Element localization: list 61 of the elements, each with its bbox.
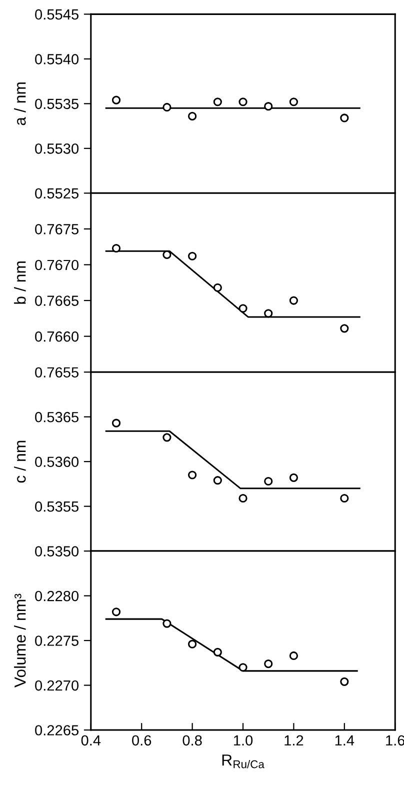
x-tick-label: 0.6 xyxy=(132,735,152,746)
point xyxy=(264,102,273,111)
point xyxy=(112,608,121,616)
point xyxy=(162,619,172,628)
point xyxy=(112,244,121,253)
point xyxy=(188,112,197,120)
point xyxy=(188,252,197,260)
y-tick-label: 0.5355 xyxy=(35,501,78,512)
y-axis-title: Volume / nm³ xyxy=(14,594,26,688)
point xyxy=(213,98,222,106)
y-axis-title: b / nm xyxy=(14,261,26,304)
x-tick-label: 0.8 xyxy=(182,735,202,746)
point xyxy=(340,114,349,122)
y-axis-title: a / nm xyxy=(14,82,26,126)
y-tick-label: 0.5545 xyxy=(35,9,78,20)
point xyxy=(289,651,298,660)
point xyxy=(162,102,172,112)
y-tick-label: 0.2270 xyxy=(35,680,79,691)
point xyxy=(264,309,273,318)
x-tick-label: 1.2 xyxy=(284,735,304,746)
y-tick-label: 0.7665 xyxy=(35,296,78,306)
point xyxy=(340,494,349,503)
y-tick-label: 0.5525 xyxy=(35,188,78,199)
point xyxy=(289,98,298,106)
point xyxy=(213,283,222,292)
y-tick-label: 0.7675 xyxy=(35,224,78,234)
y-tick-label: 0.2265 xyxy=(35,725,78,736)
point xyxy=(213,648,222,656)
point xyxy=(238,304,248,313)
x-tick-label: 0.4 xyxy=(81,735,101,746)
y-tick-label: 0.5540 xyxy=(35,54,79,64)
x-tick-label: 1.0 xyxy=(234,735,253,746)
x-axis-title: R$_{Ru/Ca}$ xyxy=(222,754,264,768)
y-tick-label: 0.7660 xyxy=(35,331,79,342)
point xyxy=(238,494,248,503)
point xyxy=(289,473,298,482)
point xyxy=(340,677,349,686)
point xyxy=(289,296,298,305)
y-tick-label: 0.5365 xyxy=(35,412,78,422)
point xyxy=(213,476,222,485)
point xyxy=(112,96,121,104)
point xyxy=(238,98,248,106)
y-tick-label: 0.5350 xyxy=(35,546,79,556)
x-tick-label: 1.4 xyxy=(335,735,354,746)
point xyxy=(340,324,349,333)
y-tick-label: 0.2280 xyxy=(35,590,79,602)
y-axis-title: c / nm xyxy=(14,440,26,483)
point xyxy=(162,433,172,442)
point xyxy=(112,418,121,428)
point xyxy=(264,476,273,486)
y-tick-label: 0.2275 xyxy=(35,636,78,646)
point xyxy=(238,663,248,672)
point xyxy=(162,250,172,260)
y-tick-label: 0.5530 xyxy=(35,144,79,154)
y-tick-label: 0.7670 xyxy=(35,260,79,270)
point xyxy=(188,640,197,648)
y-tick-label: 0.7655 xyxy=(35,367,78,378)
y-tick-label: 0.5360 xyxy=(35,456,79,467)
point xyxy=(188,470,197,480)
y-tick-label: 0.5535 xyxy=(35,98,78,110)
point xyxy=(264,659,273,668)
